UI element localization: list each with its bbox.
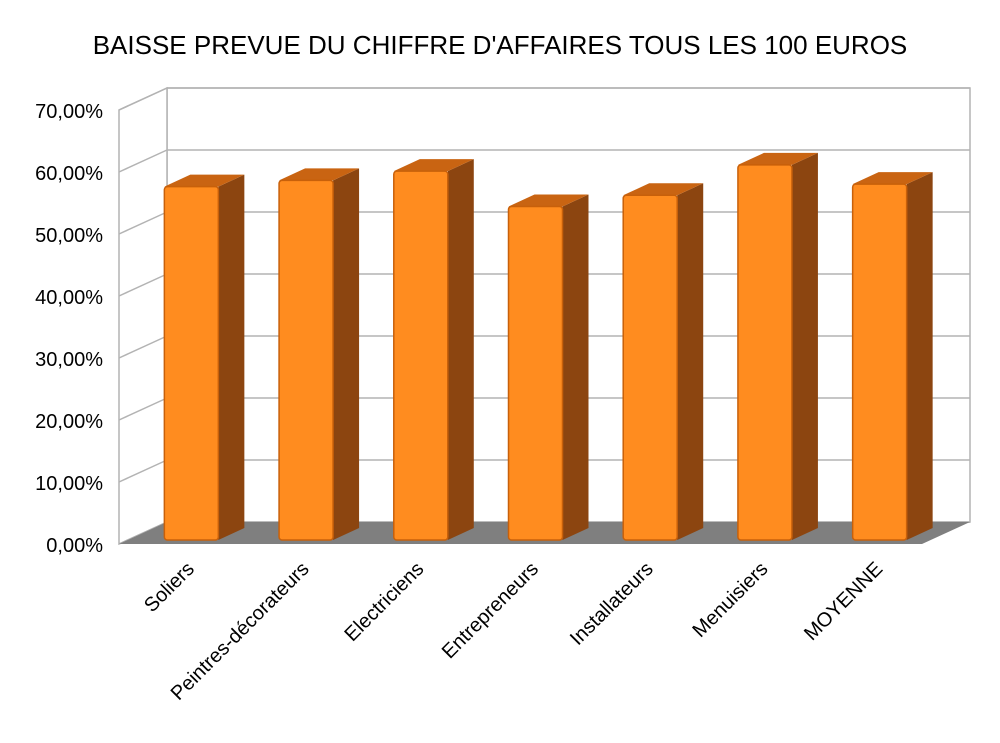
x-tick-label: Entrepreneurs xyxy=(438,558,543,663)
chart-title: BAISSE PREVUE DU CHIFFRE D'AFFAIRES TOUS… xyxy=(92,30,908,60)
bar-side xyxy=(906,172,933,540)
grid-line-side xyxy=(118,87,168,111)
bar-top xyxy=(164,174,245,187)
bar-top xyxy=(737,152,818,165)
bar-side xyxy=(677,183,704,540)
y-tick-label: 50,00% xyxy=(35,225,103,247)
grid-line-side xyxy=(118,273,168,297)
bar-side xyxy=(333,168,360,540)
y-tick-label: 20,00% xyxy=(35,411,103,433)
bar-front xyxy=(507,205,564,541)
bar-side xyxy=(218,174,245,540)
y-axis-ticks: 0,00% 10,00% 20,00% 30,00% 40,00% 50,00% 60,00… xyxy=(35,101,103,557)
x-tick-label: Electriciens xyxy=(340,558,428,646)
x-tick-label: Soliers xyxy=(140,558,199,617)
bar-side xyxy=(562,194,589,540)
y-tick-label: 70,00% xyxy=(35,101,103,123)
y-tick-label: 0,00% xyxy=(46,535,103,557)
x-tick-label: MOYENNE xyxy=(800,558,887,645)
bar-front xyxy=(163,185,220,541)
y-tick-label: 30,00% xyxy=(35,349,103,371)
bar-side xyxy=(791,152,818,540)
bar-front xyxy=(851,183,908,541)
bar-top xyxy=(393,159,474,172)
grid-line-side xyxy=(118,211,168,235)
bar-top xyxy=(623,183,704,196)
bar-front xyxy=(278,179,334,541)
bar xyxy=(163,174,245,541)
bar xyxy=(507,194,589,541)
bar xyxy=(278,168,360,541)
bar-top xyxy=(852,172,933,185)
bar-top xyxy=(279,168,360,181)
y-tick-label: 10,00% xyxy=(35,473,103,495)
bar xyxy=(622,183,704,541)
x-tick-label: Installateurs xyxy=(566,558,658,650)
bar-front xyxy=(393,170,449,541)
bar-front xyxy=(622,194,678,541)
x-tick-label: Menuisiers xyxy=(689,558,773,642)
bar xyxy=(851,172,933,541)
grid-line-side xyxy=(118,397,168,421)
bar-top xyxy=(508,194,589,207)
bar xyxy=(737,152,818,541)
bars xyxy=(163,152,933,541)
grid-line-side xyxy=(118,459,168,483)
bar xyxy=(393,159,474,541)
bar-side xyxy=(447,159,474,540)
bar-front xyxy=(737,164,793,541)
grid-line-side xyxy=(118,149,168,173)
y-tick-label: 60,00% xyxy=(35,163,103,185)
side-wall xyxy=(118,86,168,546)
grid-line-side xyxy=(118,335,168,359)
y-tick-label: 40,00% xyxy=(35,287,103,309)
